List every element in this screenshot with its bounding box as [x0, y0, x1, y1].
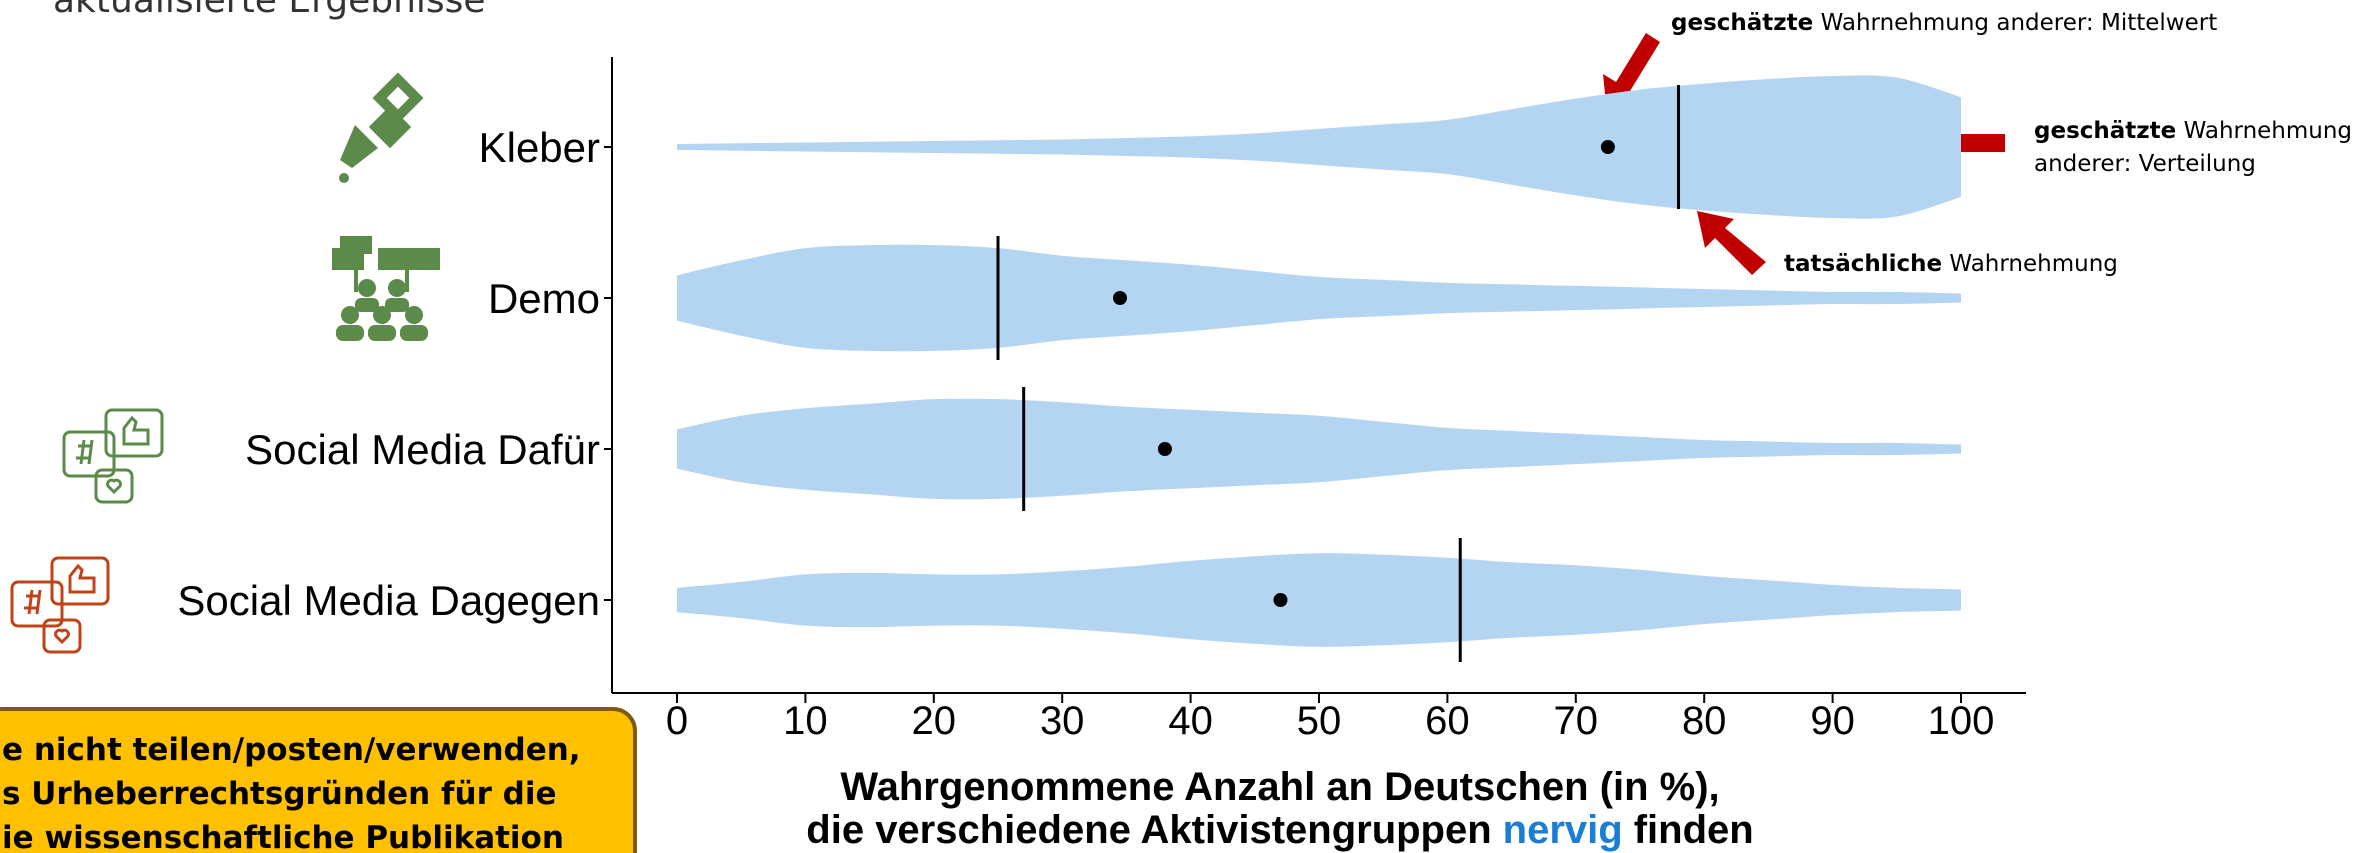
x-tick-label: 50	[1297, 699, 1342, 743]
x-tick-label: 0	[666, 699, 688, 743]
y-tick-label: Social Media Dagegen	[177, 577, 600, 624]
x-axis-label: die verschiedene Aktivistengruppen nervig…	[806, 808, 1753, 852]
x-tick-label: 80	[1682, 699, 1727, 743]
x-tick-label: 70	[1554, 699, 1599, 743]
x-tick-label: 20	[912, 699, 957, 743]
y-tick-label: Social Media Dafür	[245, 426, 600, 473]
notice-box	[0, 707, 637, 853]
violin	[677, 75, 1961, 219]
annotation: geschätzte Wahrnehmung anderer: Mittelwe…	[1671, 10, 2217, 36]
mean-dot	[1112, 291, 1127, 305]
x-tick-label: 40	[1168, 699, 1213, 743]
x-tick-label: 100	[1928, 699, 1995, 743]
annotation-bold: tatsächliche	[1784, 251, 1942, 277]
annotation: geschätzte Wahrnehmung	[2034, 118, 2352, 144]
mean-dot	[1157, 442, 1172, 456]
annotation-text: Wahrnehmung	[1949, 251, 2117, 277]
annotation-bold: geschätzte	[1671, 10, 1813, 36]
y-tick-label: Demo	[488, 275, 600, 322]
x-tick-label: 10	[783, 699, 828, 743]
x-tick-label: 30	[1040, 699, 1085, 743]
mean-dot	[1273, 593, 1288, 607]
notice-line: s Urheberrechtsgründen für die	[2, 776, 557, 812]
annotation: anderer: Verteilung	[2034, 151, 2256, 177]
x-label-highlight: nervig	[1503, 808, 1623, 852]
notice-line: e nicht teilen/posten/verwenden,	[2, 732, 581, 768]
subtitle: aktualisierte Ergebnisse	[53, 0, 486, 21]
mean-dot	[1600, 140, 1615, 154]
x-axis-label: Wahrgenommene Anzahl an Deutschen (in %)…	[840, 765, 1719, 809]
violin	[677, 398, 1961, 500]
notice-line: ie wissenschaftliche Publikation	[2, 820, 564, 853]
annotation-bold: geschätzte	[2034, 118, 2176, 144]
violin	[677, 553, 1961, 647]
icon-social-pro	[62, 408, 164, 504]
violin	[677, 244, 1961, 352]
y-tick-label: Kleber	[479, 124, 600, 171]
x-label-part: die verschiedene Aktivistengruppen	[806, 808, 1491, 852]
annotation-text: Wahrnehmung	[2184, 118, 2352, 144]
x-tick-label: 60	[1425, 699, 1470, 743]
x-tick-label: 90	[1810, 699, 1855, 743]
icon-glue	[339, 72, 424, 183]
x-label-part: finden	[1634, 808, 1754, 852]
annotation: tatsächliche Wahrnehmung	[1784, 251, 2118, 277]
icon-demo	[332, 236, 440, 341]
icon-social-contra	[10, 556, 110, 654]
annotation-text: Wahrnehmung anderer: Mittelwert	[1821, 10, 2218, 36]
